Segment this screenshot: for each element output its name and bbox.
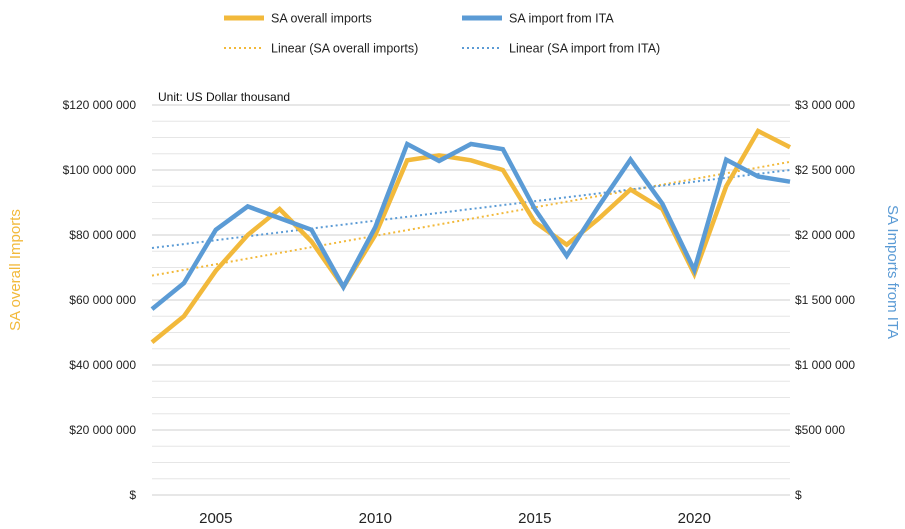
right-tick-label: $ — [795, 488, 802, 502]
trendlines — [151, 160, 791, 277]
legend-label: SA overall imports — [271, 12, 372, 26]
unit-note: Unit: US Dollar thousand — [158, 90, 290, 104]
right-axis-ticks: $ $500 000 $1 000 000 $1 500 000 $2 000 000 $… — [795, 98, 855, 502]
x-tick-label: 2010 — [359, 510, 392, 527]
left-axis-ticks: $ $20 000 000 $40 000 000 $60 000 000 $80 00… — [63, 98, 137, 502]
left-tick-label: $60 000 000 — [69, 293, 136, 307]
left-tick-label: $80 000 000 — [69, 228, 136, 242]
series-lines — [150, 128, 792, 345]
x-tick-label: 2005 — [199, 510, 232, 527]
right-tick-label: $2 000 000 — [795, 228, 855, 242]
x-tick-label: 2020 — [678, 510, 711, 527]
left-tick-label: $20 000 000 — [69, 423, 136, 437]
right-tick-label: $1 000 000 — [795, 358, 855, 372]
gridlines — [152, 104, 790, 496]
right-tick-label: $1 500 000 — [795, 293, 855, 307]
trendline — [151, 169, 791, 249]
series-line — [150, 128, 792, 345]
legend-label: Linear (SA overall imports) — [271, 42, 418, 56]
legend-label: SA import from ITA — [509, 12, 614, 26]
left-tick-label: $120 000 000 — [63, 98, 137, 112]
right-axis-title: SA Imports from ITA — [884, 205, 901, 339]
trendline — [151, 160, 791, 277]
right-tick-label: $3 000 000 — [795, 98, 855, 112]
right-tick-label: $500 000 — [795, 423, 845, 437]
left-tick-label: $100 000 000 — [63, 163, 137, 177]
legend: SA overall imports SA import from ITA Line… — [224, 12, 660, 56]
left-tick-label: $40 000 000 — [69, 358, 136, 372]
left-tick-label: $ — [129, 488, 136, 502]
legend-label: Linear (SA import from ITA) — [509, 42, 660, 56]
x-axis-ticks: 2005 2010 2015 2020 — [199, 510, 711, 527]
x-tick-label: 2015 — [518, 510, 551, 527]
right-tick-label: $2 500 000 — [795, 163, 855, 177]
series-line — [150, 140, 791, 311]
left-axis-title: SA overall Imports — [7, 209, 24, 331]
